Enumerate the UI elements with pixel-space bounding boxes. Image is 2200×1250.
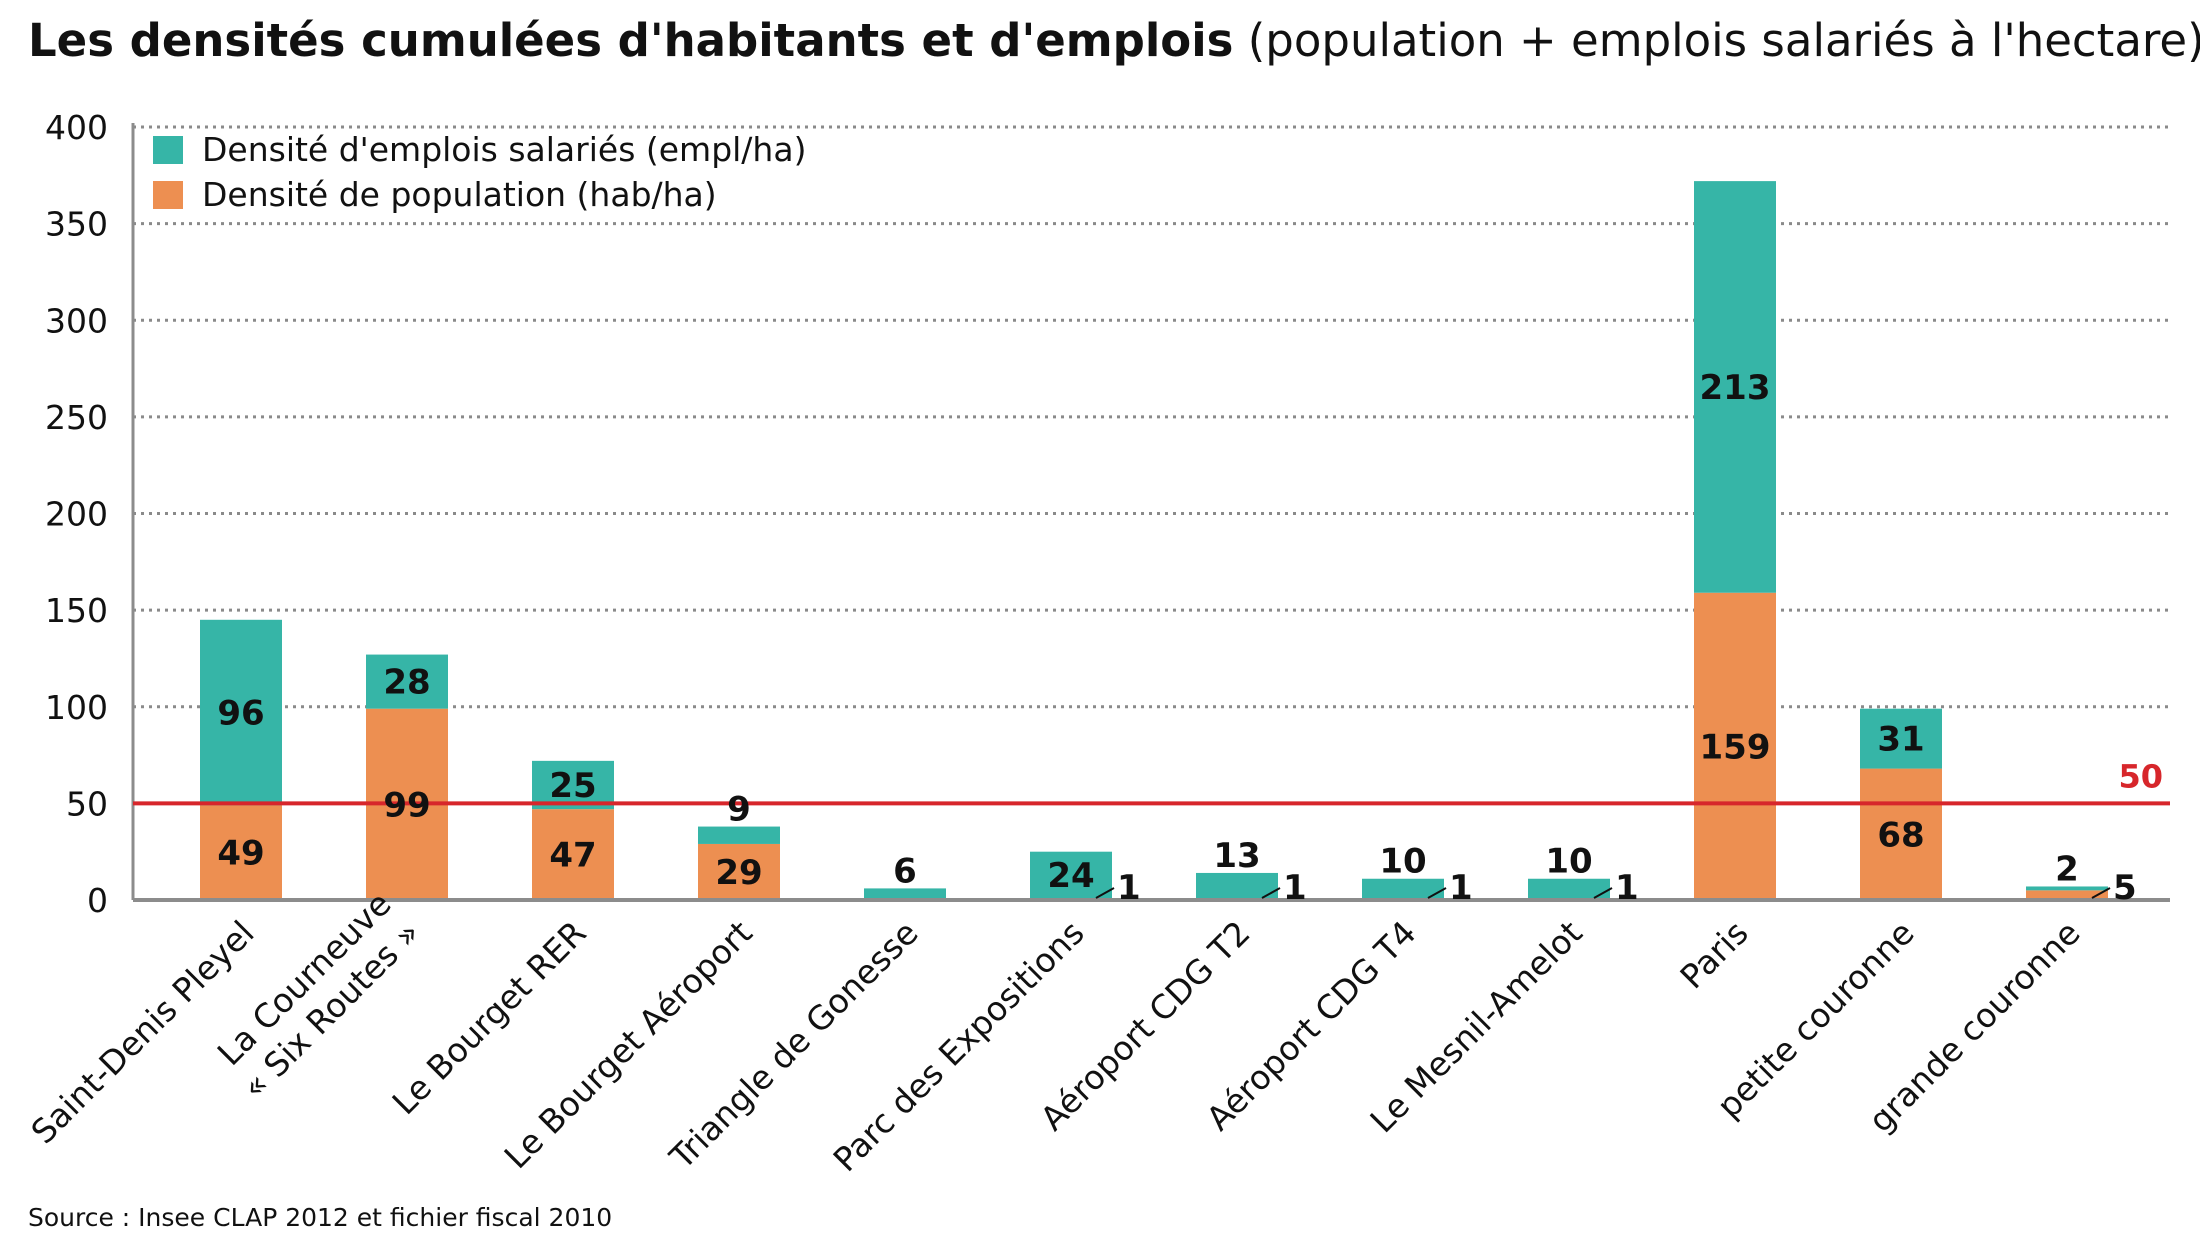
legend-label: Densité de population (hab/ha) bbox=[202, 175, 717, 214]
y-tick-label: 150 bbox=[45, 591, 108, 630]
data-label-emplois: 13 bbox=[1213, 836, 1260, 876]
data-label-emplois: 96 bbox=[217, 694, 264, 734]
leader-line bbox=[1427, 887, 1447, 899]
leader-line bbox=[1593, 887, 1613, 899]
reference-line-label: 50 bbox=[2118, 757, 2163, 795]
chart-title: Les densités cumulées d'habitants et d'e… bbox=[28, 14, 2200, 67]
data-label-population: 68 bbox=[1877, 815, 1924, 855]
y-tick-label: 0 bbox=[87, 881, 108, 920]
data-label-population: 1 bbox=[1117, 868, 1141, 908]
bar-population bbox=[1694, 592, 1776, 900]
data-label-population: 5 bbox=[2113, 868, 2137, 908]
data-label-population: 1 bbox=[1449, 868, 1473, 908]
leader-line bbox=[2091, 887, 2111, 899]
bar-emplois bbox=[366, 654, 448, 709]
bar-emplois bbox=[1362, 878, 1444, 899]
bar-emplois bbox=[2026, 886, 2108, 891]
y-tick-label: 350 bbox=[45, 205, 108, 244]
title-main: Les densités cumulées d'habitants et d'e… bbox=[28, 14, 1234, 67]
bar-emplois bbox=[1196, 872, 1278, 899]
bar-population bbox=[1860, 768, 1942, 900]
bar-population bbox=[2026, 890, 2108, 900]
bar-emplois bbox=[532, 760, 614, 810]
data-label-emplois: 10 bbox=[1379, 842, 1426, 882]
data-label-emplois: 6 bbox=[893, 851, 917, 891]
data-label-emplois: 213 bbox=[1700, 368, 1771, 408]
data-label-population: 47 bbox=[549, 836, 596, 876]
data-label-population: 29 bbox=[715, 853, 762, 893]
y-tick-label: 300 bbox=[45, 301, 108, 340]
data-label-population: 159 bbox=[1700, 727, 1771, 767]
bar-emplois bbox=[200, 619, 282, 806]
bar-emplois bbox=[1860, 708, 1942, 769]
data-label-population: 49 bbox=[217, 834, 264, 874]
y-tick-label: 250 bbox=[45, 398, 108, 437]
bar-population bbox=[698, 843, 780, 900]
legend-label: Densité d'emplois salariés (empl/ha) bbox=[202, 130, 806, 169]
leader-line bbox=[1095, 887, 1115, 899]
leader-line bbox=[1261, 887, 1281, 899]
bar-emplois bbox=[1694, 181, 1776, 593]
data-label-emplois: 10 bbox=[1545, 842, 1592, 882]
data-label-emplois: 2 bbox=[2055, 849, 2079, 889]
data-label-population: 99 bbox=[383, 785, 430, 825]
legend-swatch bbox=[153, 136, 183, 164]
data-label-emplois: 28 bbox=[383, 663, 430, 703]
x-tick-label: Paris bbox=[1673, 913, 1756, 996]
data-label-emplois: 9 bbox=[727, 790, 751, 830]
data-label-emplois: 31 bbox=[1877, 720, 1924, 760]
y-tick-label: 100 bbox=[45, 688, 108, 727]
y-tick-label: 200 bbox=[45, 495, 108, 534]
y-tick-label: 50 bbox=[66, 784, 108, 823]
x-tick-label: La Courneuve« Six Routes » bbox=[205, 884, 427, 1106]
title-subtitle: (population + emplois salariés à l'hecta… bbox=[1247, 14, 2200, 67]
legend-swatch bbox=[153, 181, 183, 209]
bar-population bbox=[532, 809, 614, 900]
y-tick-label: 400 bbox=[45, 108, 108, 147]
bar-emplois bbox=[864, 888, 946, 900]
data-label-population: 1 bbox=[1283, 868, 1307, 908]
data-label-emplois: 25 bbox=[549, 766, 596, 806]
x-tick-label-line: Paris bbox=[1673, 913, 1756, 996]
bar-emplois bbox=[698, 826, 780, 844]
bar-emplois bbox=[1030, 851, 1112, 899]
data-label-population: 1 bbox=[1615, 868, 1639, 908]
data-label-emplois: 24 bbox=[1047, 856, 1094, 896]
source-note: Source : Insee CLAP 2012 et fichier fisc… bbox=[28, 1203, 613, 1232]
bar-population bbox=[200, 805, 282, 900]
bar-emplois bbox=[1528, 878, 1610, 899]
